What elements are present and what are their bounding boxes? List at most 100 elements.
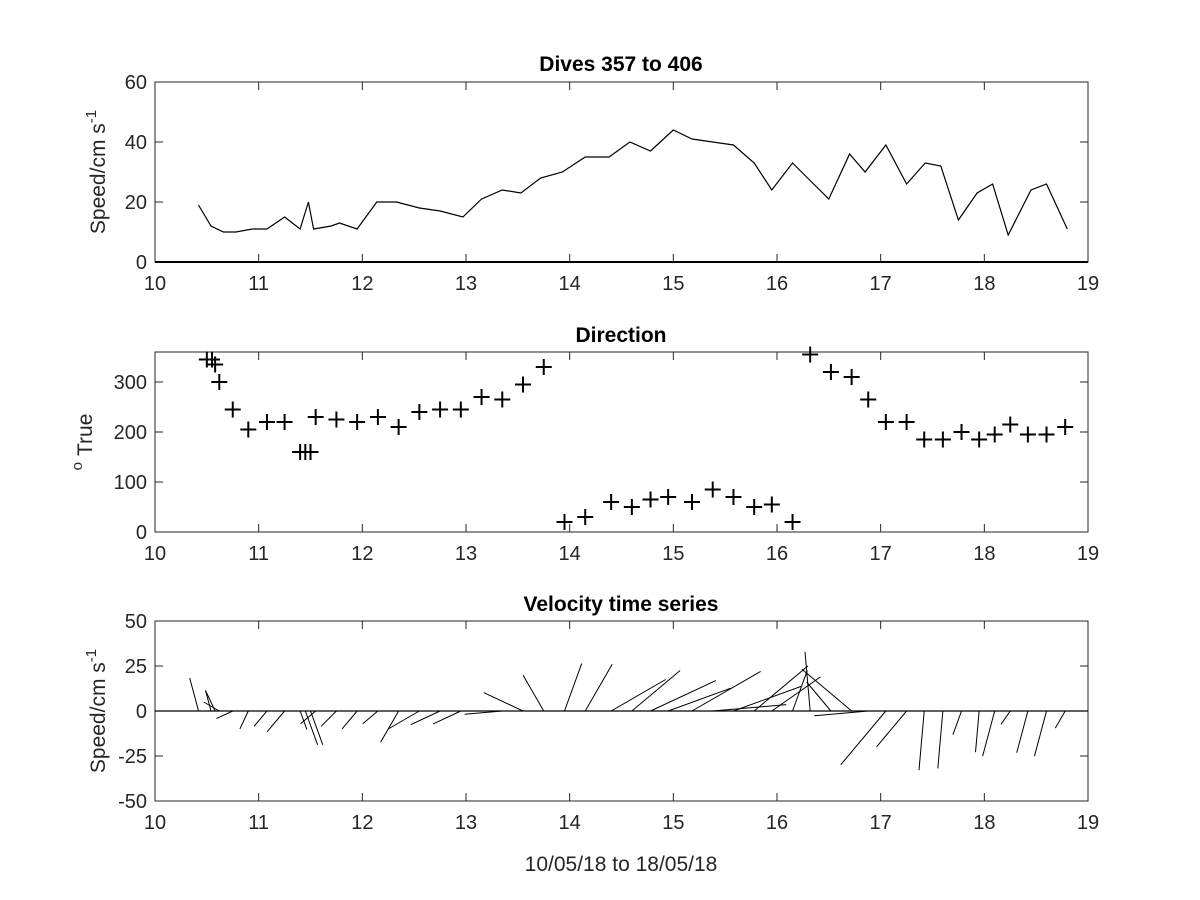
direction-point <box>898 414 915 430</box>
direction-point <box>535 359 552 375</box>
velocity-x-axis-label: 10/05/18 to 18/05/18 <box>525 853 718 876</box>
velocity-stick <box>610 679 666 712</box>
velocity-panel-title: Velocity time series <box>524 593 719 616</box>
velocity-stick <box>806 681 832 712</box>
direction-point <box>986 426 1003 443</box>
velocity-stick <box>876 710 907 748</box>
direction-axes-box <box>154 351 1089 533</box>
direction-point <box>302 444 319 460</box>
velocity-x-tick-label: 14 <box>559 812 581 834</box>
velocity-x-tick-label: 11 <box>248 812 269 834</box>
velocity-stick <box>792 670 808 712</box>
speed-x-tick-label: 12 <box>351 273 373 295</box>
velocity-stick <box>464 710 503 715</box>
velocity-y-axis-label: Speed/cm s-1 <box>83 649 110 773</box>
velocity-y-tick-label: 25 <box>125 656 147 678</box>
direction-point <box>211 374 228 390</box>
direction-point <box>704 481 721 498</box>
direction-point <box>725 489 742 505</box>
direction-x-tick-label: 13 <box>455 543 477 565</box>
velocity-y-tick-label: -50 <box>118 791 147 813</box>
speed-x-tick-label: 17 <box>870 273 892 295</box>
velocity-stick <box>522 674 545 712</box>
velocity-x-tick-label: 17 <box>870 812 892 834</box>
direction-point <box>784 514 801 530</box>
direction-point <box>877 414 894 430</box>
direction-y-axis-label-text: True <box>74 414 97 456</box>
velocity-stick <box>814 710 869 717</box>
velocity-stick <box>1000 710 1011 725</box>
velocity-stick <box>952 710 962 735</box>
velocity-stick <box>650 680 717 712</box>
speed-y-tick-label: 60 <box>125 72 147 94</box>
direction-point <box>276 414 293 430</box>
direction-point <box>822 364 839 380</box>
direction-point <box>515 376 532 393</box>
direction-y-tick-label: 300 <box>114 372 147 394</box>
velocity-stick <box>631 670 681 712</box>
velocity-stick <box>840 710 887 766</box>
velocity-stick <box>667 687 731 712</box>
direction-x-tick-label: 11 <box>248 543 269 565</box>
velocity-stick <box>804 651 811 712</box>
velocity-y-tick-label: -25 <box>118 746 147 768</box>
direction-x-tick-label: 16 <box>766 543 788 565</box>
velocity-stick <box>918 710 925 771</box>
velocity-stick <box>937 710 944 769</box>
direction-point <box>577 509 594 525</box>
velocity-stick <box>483 692 524 712</box>
direction-point <box>240 421 257 438</box>
velocity-stick <box>310 710 324 745</box>
direction-point <box>473 389 490 405</box>
direction-point <box>1057 419 1074 435</box>
velocity-x-tick-label: 19 <box>1077 812 1099 834</box>
direction-point <box>224 401 241 418</box>
velocity-stick <box>1016 710 1029 753</box>
direction-panel-title: Direction <box>575 324 666 347</box>
velocity-x-tick-label: 16 <box>766 812 788 834</box>
direction-point <box>603 494 620 510</box>
direction-point <box>369 409 386 425</box>
direction-y-axis-label-superscript: o <box>69 462 86 470</box>
direction-y-tick-label: 100 <box>114 472 147 494</box>
speed-x-tick-label: 13 <box>455 273 477 295</box>
velocity-stick <box>239 710 249 730</box>
speed-y-axis-label-text: Speed/cm s <box>87 123 110 234</box>
speed-x-tick-label: 19 <box>1077 273 1099 295</box>
velocity-stick <box>299 710 308 730</box>
direction-point <box>411 404 428 420</box>
velocity-stick <box>1033 710 1048 757</box>
direction-x-tick-label: 12 <box>351 543 373 565</box>
speed-panel: Dives 357 to 406 Speed/cm s-1 10 11 12 13 14… <box>83 53 1099 295</box>
velocity-x-tick-label: 13 <box>455 812 477 834</box>
velocity-stick <box>410 710 441 726</box>
speed-x-tick-label: 10 <box>144 273 166 295</box>
velocity-panel: Velocity time series Speed/cm s-1 10/05/… <box>83 593 1099 876</box>
direction-point <box>494 391 511 408</box>
speed-series-line <box>197 129 1068 237</box>
speed-y-tick-label: 20 <box>125 192 147 214</box>
speed-x-tick-label: 14 <box>559 273 581 295</box>
velocity-y-axis-label-text: Speed/cm s <box>87 662 110 773</box>
direction-point <box>971 431 988 448</box>
direction-x-tick-label: 15 <box>662 543 684 565</box>
velocity-x-tick-label: 12 <box>351 812 373 834</box>
velocity-stick <box>216 710 233 720</box>
direction-y-tick-label: 200 <box>114 422 147 444</box>
velocity-stick <box>320 710 337 727</box>
velocity-stick <box>189 677 200 712</box>
velocity-stick <box>771 676 821 712</box>
direction-point <box>763 496 780 513</box>
velocity-stick <box>691 670 761 712</box>
direction-point <box>1038 426 1055 443</box>
velocity-stick <box>584 663 613 712</box>
velocity-stick <box>432 710 462 725</box>
velocity-stick <box>712 704 787 712</box>
speed-x-tick-label: 15 <box>662 273 684 295</box>
direction-x-tick-label: 19 <box>1077 543 1099 565</box>
direction-y-axis-label: o True <box>69 414 97 471</box>
direction-point <box>1019 426 1036 443</box>
velocity-stick <box>253 710 268 727</box>
speed-y-tick-label: 0 <box>136 252 147 274</box>
